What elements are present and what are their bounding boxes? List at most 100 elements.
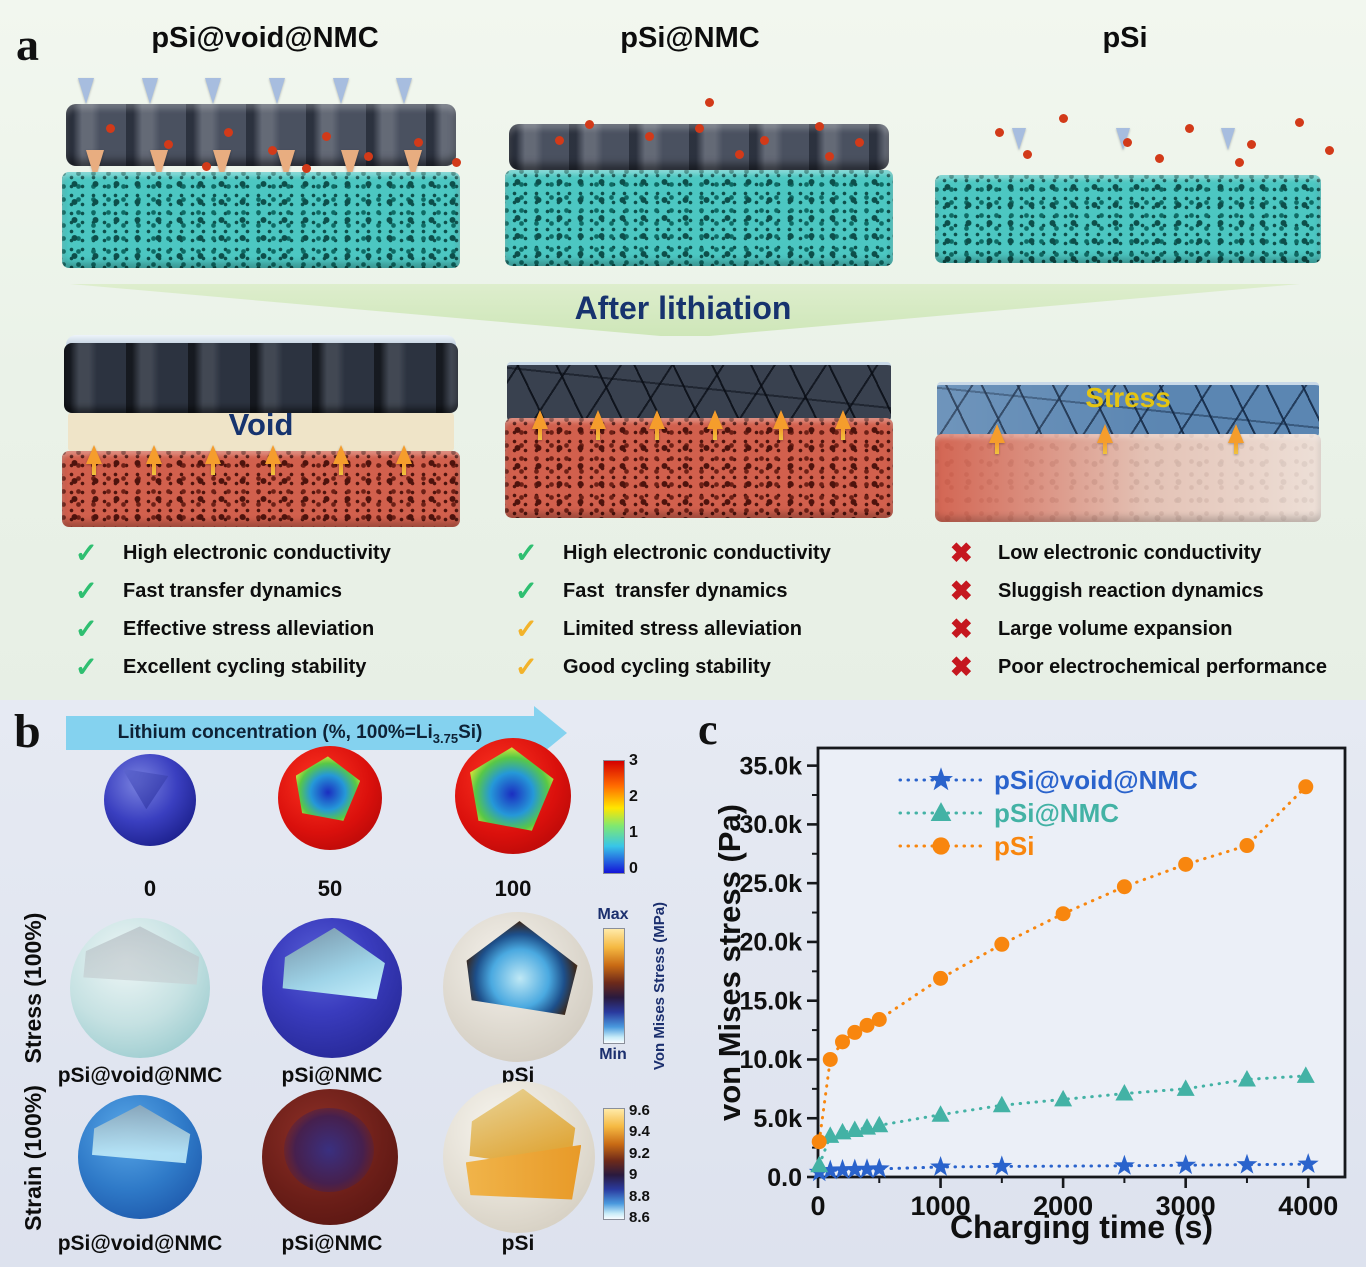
- stress-up-arrow-icon: [1097, 424, 1114, 454]
- check-icon: ✓: [75, 654, 105, 681]
- colorbar-von-mises: [603, 928, 625, 1044]
- lithium-concentration-arrow: Lithium concentration (%, 100%=Li3.75Si): [66, 706, 567, 760]
- nmc-shell-slab: [66, 104, 456, 166]
- y-tick-label: 20.0k: [739, 929, 802, 957]
- slashed-check-icon: ✓: [515, 654, 545, 681]
- material-label: pSi@void@NMC: [57, 1064, 223, 1087]
- checklist-psi-nmc: ✓ High electronic conductivity ✓ Fast trans…: [515, 540, 935, 692]
- circle-marker-icon: [859, 1017, 875, 1033]
- material-label: pSi@void@NMC: [57, 1232, 223, 1255]
- lithium-down-arrow-icon: [268, 78, 285, 104]
- void-label: Void: [228, 407, 294, 442]
- check-text: Limited stress alleviation: [563, 617, 802, 640]
- lithium-down-arrow-icon: [1220, 128, 1235, 150]
- column-title-psi-nmc: pSi@NMC: [620, 22, 760, 54]
- stress-up-arrow-icon: [205, 445, 222, 475]
- circle-marker-icon: [1178, 856, 1194, 872]
- stress-up-arrow-icon: [590, 410, 607, 440]
- stress-up-arrow-icon: [706, 410, 723, 440]
- star-marker-icon: [856, 1158, 878, 1179]
- triangle-marker-icon: [1115, 1084, 1134, 1101]
- lithium-down-arrow-icon: [77, 78, 94, 104]
- concentration-tick-50: 50: [317, 876, 343, 901]
- check-text: Excellent cycling stability: [123, 655, 367, 678]
- check-item: ✖ Low electronic conductivity: [950, 540, 1366, 567]
- illustration-psi-void-nmc-before: [62, 78, 460, 274]
- cracked-nmc-slab: [507, 362, 891, 421]
- check-item: ✓ High electronic conductivity: [75, 540, 495, 567]
- x-tick-label: 1000: [911, 1191, 971, 1221]
- y-tick-label: 35.0k: [739, 752, 802, 780]
- colorbar-tick-label: 9.6: [629, 1102, 650, 1119]
- star-marker-icon: [930, 1156, 951, 1176]
- y-tick-label: 25.0k: [739, 870, 802, 898]
- triangle-marker-icon: [992, 1095, 1011, 1113]
- colorbar-tick-label: 2: [629, 788, 638, 805]
- cross-icon: ✖: [950, 654, 980, 681]
- lithium-down-arrow-icon: [205, 78, 222, 104]
- check-icon: ✓: [75, 540, 105, 567]
- triangle-marker-icon: [810, 1155, 829, 1173]
- stressed-silicon-block: [935, 434, 1321, 522]
- circle-marker-icon: [811, 1134, 827, 1150]
- illustration-psi-after: Stress: [935, 382, 1321, 524]
- void-band: [68, 413, 454, 451]
- column-title-psi: pSi: [1102, 22, 1148, 54]
- lithium-ion-dots: [705, 98, 714, 107]
- colorbar-concentration: [603, 760, 625, 874]
- colorbar-tick-label: 3: [629, 752, 638, 769]
- column-title-psi-void-nmc: pSi@void@NMC: [151, 22, 379, 54]
- triangle-marker-icon: [1176, 1079, 1195, 1096]
- star-marker-icon: [1113, 1154, 1135, 1175]
- sphere-strain-psi-void-nmc: [78, 1095, 202, 1219]
- colorbar-tick-label: 9.2: [629, 1144, 650, 1162]
- check-item: ✓ High electronic conductivity: [515, 540, 935, 567]
- circle-marker-icon: [871, 1012, 887, 1028]
- triangle-marker-icon: [1296, 1066, 1315, 1083]
- panel-bottom: b Lithium concentration (%, 100%=Li3.75S…: [0, 700, 1366, 1267]
- lithium-down-arrow-icon: [141, 78, 158, 104]
- cross-icon: ✖: [950, 578, 980, 605]
- star-marker-icon: [991, 1155, 1013, 1176]
- y-tick-label: 5.0k: [753, 1105, 802, 1133]
- check-text: Effective stress alleviation: [123, 617, 375, 640]
- lithium-ion-dots: [106, 124, 115, 133]
- lithium-down-arrow-icon: [396, 78, 413, 104]
- sphere-stress-psi: [443, 912, 593, 1062]
- series-line-pSi@void@NMC: [817, 1162, 1310, 1174]
- check-text: Sluggish reaction dynamics: [998, 579, 1264, 602]
- stress-up-arrow-icon: [834, 410, 851, 440]
- colorbar-max-label: Max: [597, 906, 629, 923]
- checklist-psi: ✖ Low electronic conductivity ✖ Sluggish re…: [950, 540, 1366, 692]
- triangle-marker-icon: [930, 802, 952, 822]
- lithiated-nmc-slab: [64, 343, 458, 413]
- von-mises-stress-chart: 0 1000 2000 3000 4000 0.0 5.0k 10.0k 15.0k 20.0k 2…: [712, 746, 1347, 1245]
- lithium-down-arrow-icon: [332, 78, 349, 104]
- colorbar-tick-label: 0: [629, 860, 638, 877]
- sphere-stress-psi-void-nmc: [70, 918, 210, 1058]
- circle-marker-icon: [847, 1024, 863, 1040]
- sphere-concentration-50: [278, 746, 382, 850]
- lithiated-silicon-block: [62, 451, 460, 527]
- lithium-concentration-label: Lithium concentration (%, 100%=Li3.75Si): [66, 716, 534, 755]
- check-text: Poor electrochemical performance: [998, 655, 1328, 678]
- circle-marker-icon: [822, 1051, 838, 1067]
- check-item: ✖ Sluggish reaction dynamics: [950, 578, 1366, 605]
- star-marker-icon: [844, 1158, 866, 1179]
- check-icon: ✓: [515, 578, 545, 605]
- panel-c: c 0 1000 2000 3000 4000 0.0 5.0k 10.0k 15.0k 20.0…: [690, 700, 1366, 1267]
- label-post: Si): [458, 722, 483, 743]
- slashed-check-icon: ✓: [515, 616, 545, 643]
- y-axis-label: von Mises stress (Pa): [712, 804, 747, 1121]
- check-text: High electronic conductivity: [123, 541, 391, 564]
- cross-icon: ✖: [950, 540, 980, 567]
- stress-up-arrow-icon: [145, 445, 162, 475]
- colorbar-tick-label: 9: [629, 1166, 638, 1184]
- check-text: Fast transfer dynamics: [123, 579, 342, 602]
- circle-marker-icon: [1055, 906, 1071, 922]
- check-item: ✓ Fast transfer dynamics: [75, 578, 495, 605]
- panel-letter-b: b: [14, 705, 41, 758]
- star-marker-icon: [1175, 1154, 1197, 1175]
- panel-letter-a: a: [16, 19, 39, 70]
- illustration-psi-before: [935, 120, 1321, 274]
